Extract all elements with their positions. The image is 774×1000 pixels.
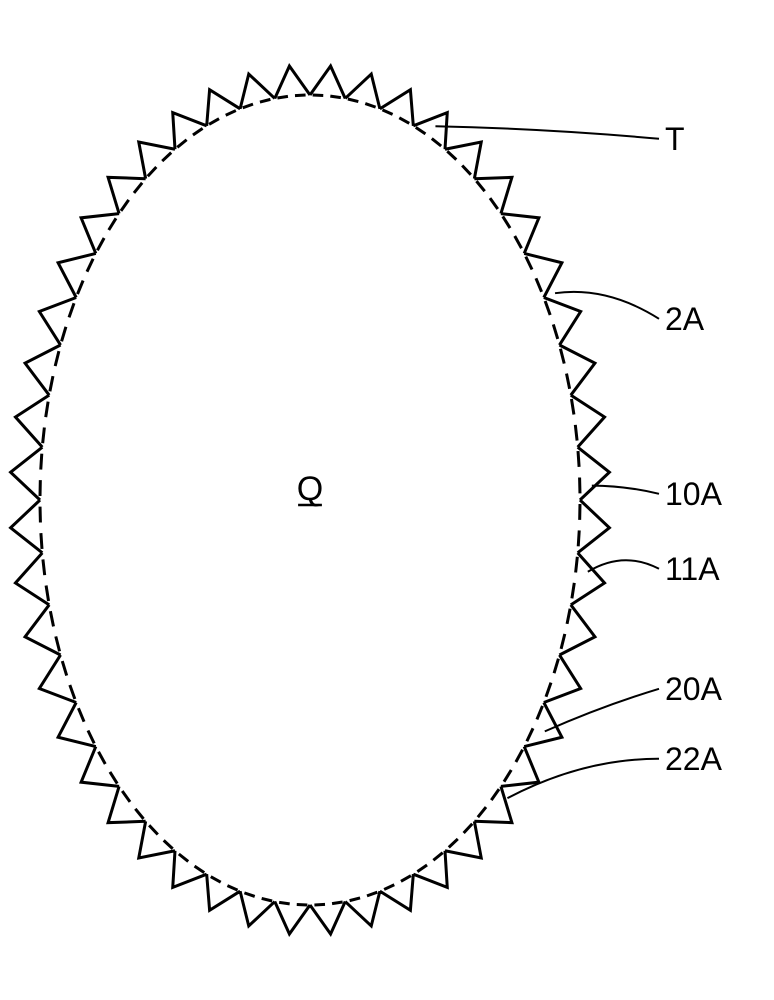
leader-line <box>592 486 659 494</box>
leader-line <box>555 292 659 319</box>
diagram-label: 2A <box>665 301 705 337</box>
leader-line <box>435 126 659 138</box>
diagram-label: 22A <box>665 741 723 777</box>
diagram-label: 20A <box>665 671 723 707</box>
diagram-label: 10A <box>665 476 723 512</box>
leader-line <box>588 560 659 572</box>
center-label: Q <box>297 470 323 508</box>
diagram-label: T <box>665 121 685 157</box>
diagram-label: 11A <box>665 551 720 587</box>
